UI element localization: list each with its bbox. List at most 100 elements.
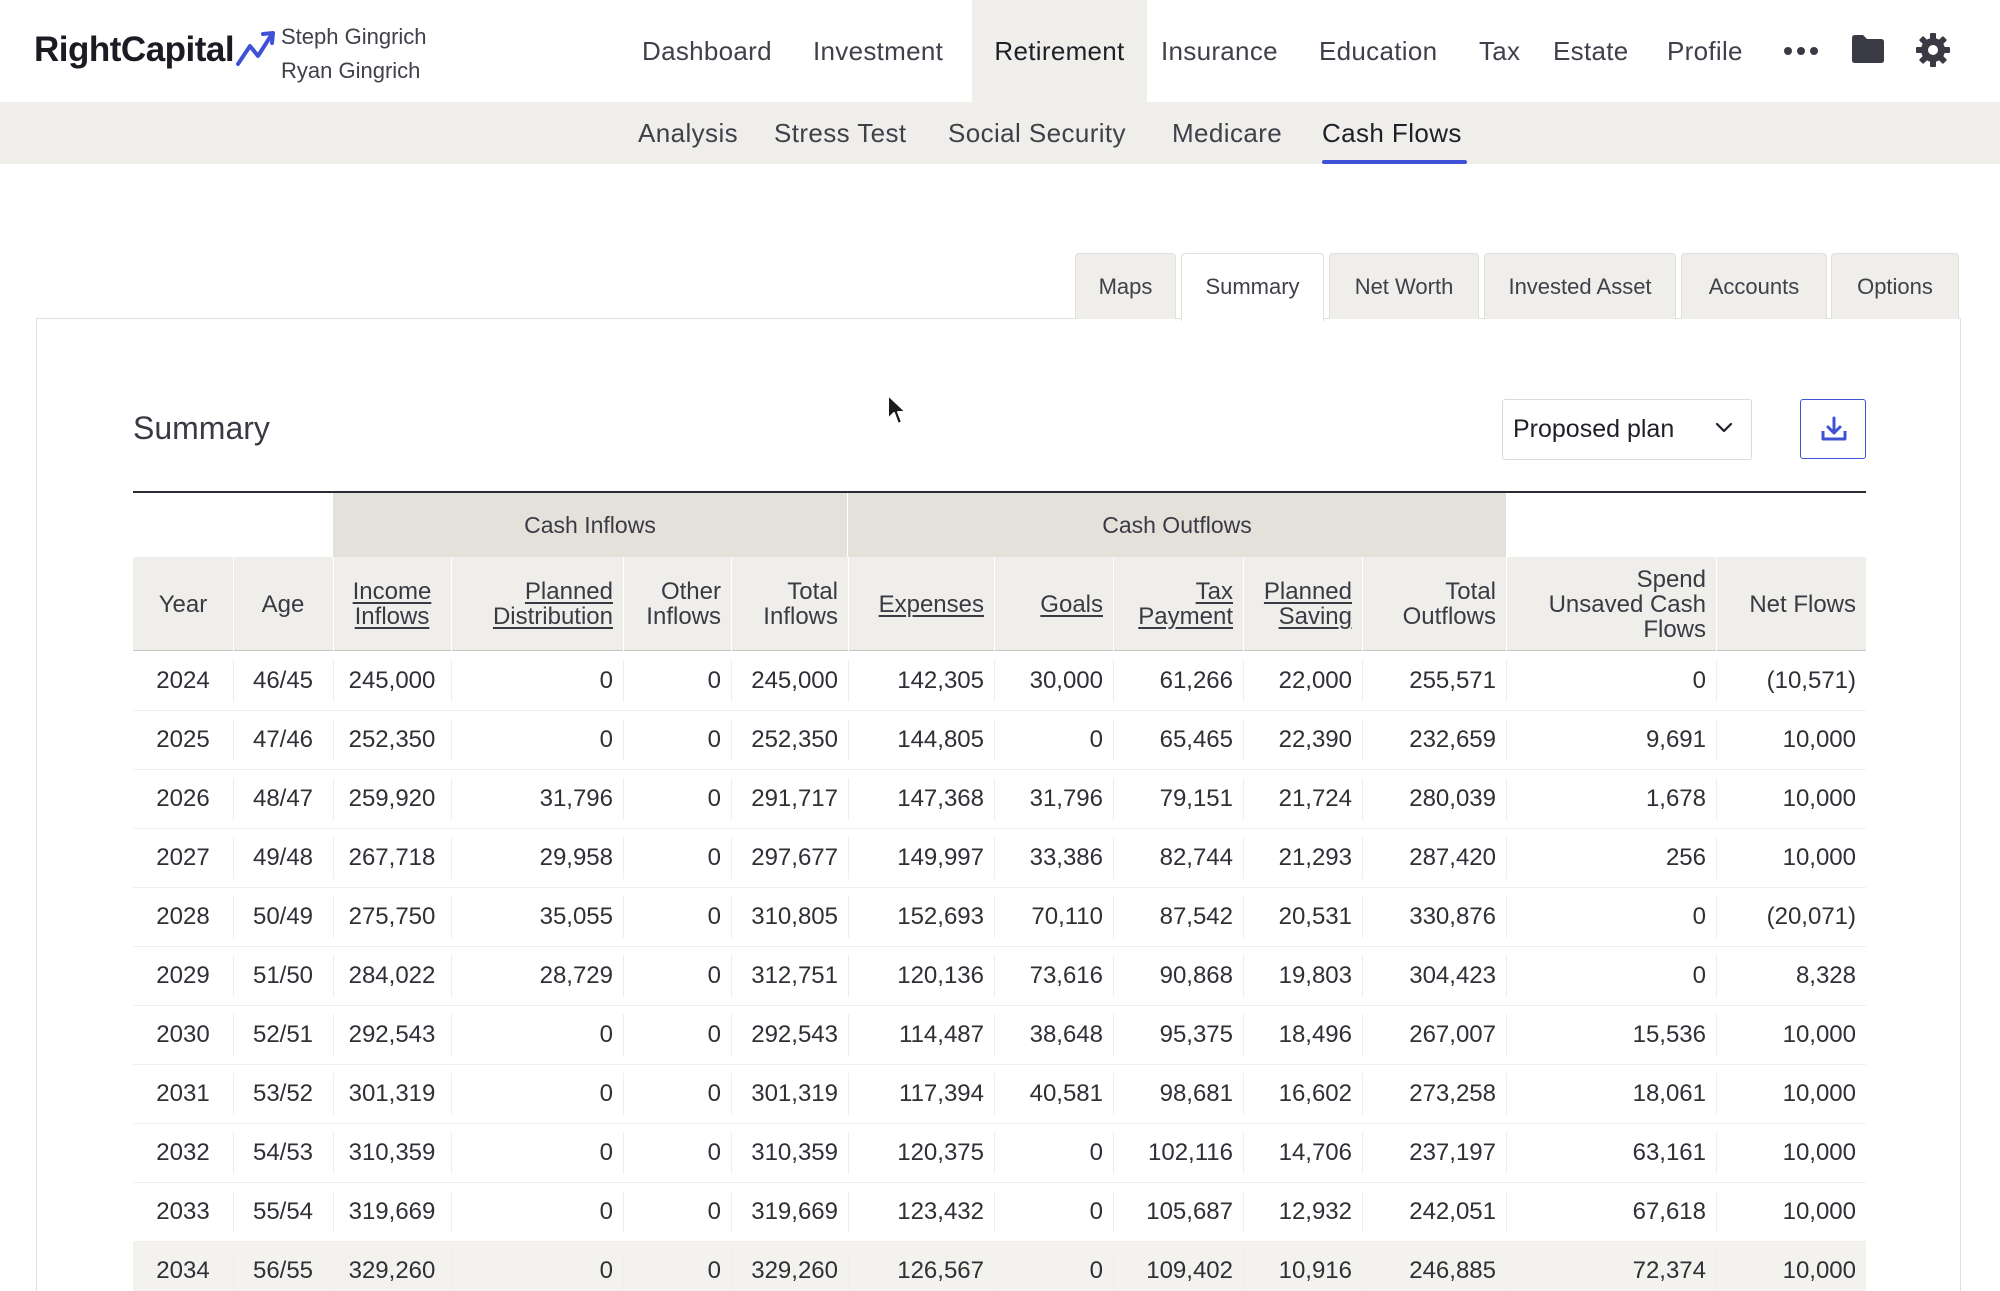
- header-column-divider: [848, 557, 849, 651]
- row-column-divider: [451, 719, 452, 761]
- client-primary: Steph Gingrich: [281, 24, 427, 49]
- cell-planned-distribution: 0: [599, 1198, 613, 1225]
- cell-tax-payment: 95,375: [1159, 1021, 1233, 1048]
- cell-year: 2026: [156, 785, 210, 812]
- row-column-divider: [1716, 955, 1717, 997]
- gear-icon[interactable]: [1916, 33, 1950, 67]
- row-column-divider: [1506, 1073, 1507, 1115]
- row-column-divider: [731, 1250, 732, 1291]
- row-column-divider: [1362, 1191, 1363, 1233]
- subnav-cash-flows[interactable]: Cash Flows: [1322, 118, 1462, 148]
- column-header-line: Saving: [1278, 603, 1352, 630]
- column-header-planned-distribution[interactable]: Planned Distribution: [461, 557, 613, 651]
- table-row: 2031 53/52 301,319 0 0 301,319 117,394 40,581 98…: [133, 1065, 1866, 1124]
- table-row: 2026 48/47 259,920 31,796 0 291,717 147,368 31,…: [133, 770, 1866, 829]
- row-column-divider: [994, 1014, 995, 1056]
- row-column-divider: [623, 955, 624, 997]
- cell-year: 2032: [156, 1139, 210, 1166]
- tab-net-worth[interactable]: Net Worth: [1329, 253, 1479, 319]
- column-header-line: Age: [261, 590, 305, 618]
- nav-insurance[interactable]: Insurance: [1161, 36, 1278, 66]
- subnav-stress-test[interactable]: Stress Test: [774, 118, 907, 148]
- download-icon: [1821, 416, 1847, 441]
- sub-nav: Analysis Stress Test Social Security Med…: [0, 102, 2000, 164]
- row-column-divider: [623, 1073, 624, 1115]
- row-column-divider: [1243, 955, 1244, 997]
- nav-estate[interactable]: Estate: [1553, 36, 1629, 66]
- cell-total-inflows: 329,260: [751, 1257, 838, 1284]
- cell-planned-saving: 10,916: [1278, 1257, 1352, 1284]
- row-column-divider: [1362, 719, 1363, 761]
- cell-total-outflows: 304,423: [1409, 962, 1496, 989]
- column-header-label: Age: [262, 592, 305, 617]
- client-names: Steph Gingrich Ryan Gingrich: [281, 20, 427, 88]
- table-row: 2033 55/54 319,669 0 0 319,669 123,432 0 105,687…: [133, 1183, 1866, 1242]
- row-column-divider: [848, 778, 849, 820]
- cell-age: 52/51: [252, 1021, 314, 1048]
- column-header-expenses[interactable]: Expenses: [858, 557, 984, 651]
- row-column-divider: [1113, 955, 1114, 997]
- row-column-divider: [848, 955, 849, 997]
- tab-accounts[interactable]: Accounts: [1681, 253, 1827, 319]
- cell-age: 56/55: [252, 1257, 314, 1284]
- top-bar: RightCapital Steph Gingrich Ryan Gingric…: [0, 0, 2000, 102]
- nav-dashboard[interactable]: Dashboard: [642, 36, 772, 66]
- header-column-divider: [623, 557, 624, 651]
- row-column-divider: [451, 1250, 452, 1291]
- download-button[interactable]: [1800, 399, 1866, 459]
- cell-net-flows: 10,000: [1782, 1139, 1856, 1166]
- row-column-divider: [1243, 1132, 1244, 1174]
- row-column-divider: [1506, 1191, 1507, 1233]
- cell-total-outflows: 232,659: [1409, 726, 1496, 753]
- column-header-income-inflows[interactable]: Income Inflows: [343, 557, 441, 651]
- row-column-divider: [1506, 719, 1507, 761]
- tab-maps[interactable]: Maps: [1075, 253, 1176, 319]
- nav-education[interactable]: Education: [1319, 36, 1438, 66]
- cell-goals: 0: [1089, 1139, 1103, 1166]
- subnav-analysis[interactable]: Analysis: [638, 118, 739, 148]
- column-header-label: Planned Distribution: [493, 579, 613, 629]
- subnav-medicare[interactable]: Medicare: [1172, 118, 1283, 148]
- row-column-divider: [1243, 1073, 1244, 1115]
- column-header-line: Unsaved Cash: [1548, 590, 1706, 618]
- subnav-social-security[interactable]: Social Security: [948, 118, 1126, 148]
- cell-net-flows: 10,000: [1782, 844, 1856, 871]
- cell-age: 54/53: [252, 1139, 314, 1166]
- cell-goals: 30,000: [1029, 667, 1103, 694]
- column-header-planned-saving[interactable]: Planned Saving: [1253, 557, 1352, 651]
- cell-total-outflows: 237,197: [1409, 1139, 1496, 1166]
- row-column-divider: [1506, 837, 1507, 879]
- folder-icon[interactable]: [1850, 34, 1886, 64]
- row-column-divider: [1243, 719, 1244, 761]
- cell-tax-payment: 102,116: [1148, 1139, 1233, 1166]
- cell-net-flows: 10,000: [1782, 1257, 1856, 1284]
- cell-income-inflows: 259,920: [348, 785, 436, 812]
- row-column-divider: [233, 660, 234, 702]
- logo[interactable]: RightCapital: [34, 30, 278, 70]
- cell-total-outflows: 246,885: [1409, 1257, 1496, 1284]
- nav-tax[interactable]: Tax: [1479, 36, 1521, 66]
- column-header-goals[interactable]: Goals: [1004, 557, 1103, 651]
- nav-profile[interactable]: Profile: [1667, 36, 1743, 66]
- column-header-spend-unsaved-cash-flows: Spend Unsaved Cash Flows: [1516, 557, 1706, 651]
- row-column-divider: [1716, 1073, 1717, 1115]
- cell-other-inflows: 0: [707, 1139, 721, 1166]
- more-icon[interactable]: [1783, 42, 1819, 60]
- plan-select[interactable]: Proposed plan: [1502, 399, 1752, 460]
- tab-invested-asset[interactable]: Invested Asset: [1484, 253, 1676, 319]
- column-header-tax-payment[interactable]: Tax Payment: [1123, 557, 1233, 651]
- nav-retirement[interactable]: Retirement: [972, 0, 1147, 102]
- cell-total-inflows: 292,543: [751, 1021, 838, 1048]
- header-column-divider: [1506, 557, 1507, 651]
- row-column-divider: [1506, 778, 1507, 820]
- cell-income-inflows: 301,319: [348, 1080, 436, 1107]
- tab-options[interactable]: Options: [1831, 253, 1959, 319]
- table-row: 2024 46/45 245,000 0 0 245,000 142,305 30,000 61…: [133, 652, 1866, 711]
- cell-other-inflows: 0: [707, 962, 721, 989]
- tab-summary[interactable]: Summary: [1181, 253, 1324, 321]
- nav-investment[interactable]: Investment: [813, 36, 944, 66]
- table-row: 2030 52/51 292,543 0 0 292,543 114,487 38,648 95…: [133, 1006, 1866, 1065]
- cell-goals: 70,110: [1031, 903, 1103, 930]
- row-column-divider: [848, 1250, 849, 1291]
- table-row: 2027 49/48 267,718 29,958 0 297,677 149,997 33,…: [133, 829, 1866, 888]
